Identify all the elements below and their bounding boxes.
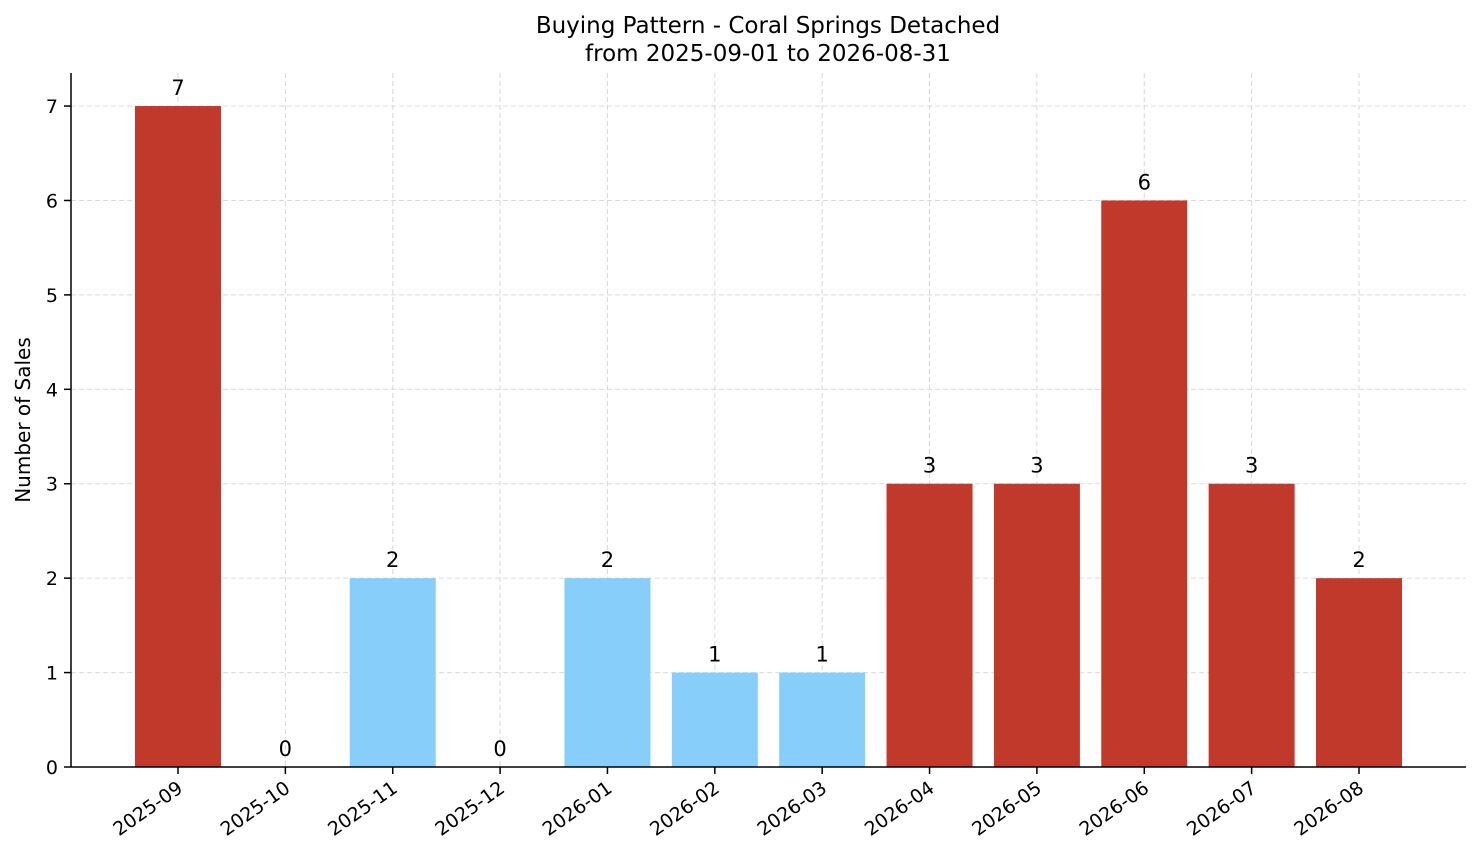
- x-tick-label: 2025-11: [324, 777, 402, 841]
- bar-value-labels: 7 0 2 0 2 1 1 3 3 6 3 2: [171, 76, 1365, 761]
- bar-value-label: 0: [279, 737, 292, 761]
- bar-value-label: 0: [493, 737, 506, 761]
- bar-2025-09: [135, 106, 221, 768]
- x-tick-label: 2026-06: [1075, 777, 1153, 841]
- y-tick-label: 7: [46, 96, 58, 118]
- y-ticks: 0 1 2 3 4 5 6 7: [46, 96, 71, 779]
- bar-value-label: 3: [923, 454, 936, 478]
- chart-subtitle: from 2025-09-01 to 2026-08-31: [585, 41, 951, 67]
- y-tick-label: 0: [46, 757, 58, 779]
- bars: [135, 106, 1402, 768]
- y-tick-label: 5: [46, 285, 58, 307]
- x-tick-label: 2026-03: [753, 777, 831, 841]
- y-tick-label: 4: [46, 379, 58, 401]
- bar-2026-02: [671, 672, 758, 767]
- bar-value-label: 3: [1245, 454, 1258, 478]
- bar-2026-04: [886, 483, 973, 767]
- grid-lines: [71, 73, 1466, 767]
- bar-2026-01: [564, 578, 651, 767]
- x-tick-label: 2025-10: [217, 777, 295, 841]
- x-tick-label: 2026-02: [646, 777, 724, 841]
- axes: [70, 73, 1466, 768]
- bar-2026-03: [779, 672, 866, 767]
- y-tick-label: 3: [46, 474, 58, 496]
- y-tick-label: 2: [46, 568, 58, 590]
- x-tick-label: 2026-01: [539, 777, 617, 841]
- y-tick-label: 1: [46, 663, 58, 685]
- bar-2026-08: [1316, 578, 1402, 767]
- bar-2026-06: [1101, 200, 1188, 768]
- bar-2025-11: [349, 578, 436, 767]
- x-tick-label: 2026-05: [968, 777, 1046, 841]
- x-tick-label: 2026-04: [861, 777, 939, 841]
- bar-value-label: 2: [1352, 548, 1365, 572]
- x-tick-label: 2026-08: [1290, 777, 1368, 841]
- bar-value-label: 1: [815, 643, 828, 667]
- y-tick-label: 6: [46, 190, 58, 212]
- x-tick-label: 2025-09: [109, 777, 187, 841]
- chart-title: Buying Pattern - Coral Springs Detached: [536, 13, 1000, 39]
- bar-value-label: 7: [171, 76, 184, 100]
- bar-value-label: 6: [1138, 170, 1151, 194]
- bar-value-label: 2: [386, 548, 399, 572]
- bar-value-label: 2: [601, 548, 614, 572]
- x-tick-label: 2025-12: [431, 777, 509, 841]
- y-axis-label: Number of Sales: [11, 337, 35, 503]
- x-ticks: 2025-09 2025-10 2025-11 2025-12 2026-01 2026-…: [109, 767, 1368, 841]
- bar-2026-05: [993, 483, 1080, 767]
- x-tick-label: 2026-07: [1183, 777, 1261, 841]
- bar-2026-07: [1208, 483, 1295, 767]
- bar-value-label: 1: [708, 643, 721, 667]
- bar-value-label: 3: [1030, 454, 1043, 478]
